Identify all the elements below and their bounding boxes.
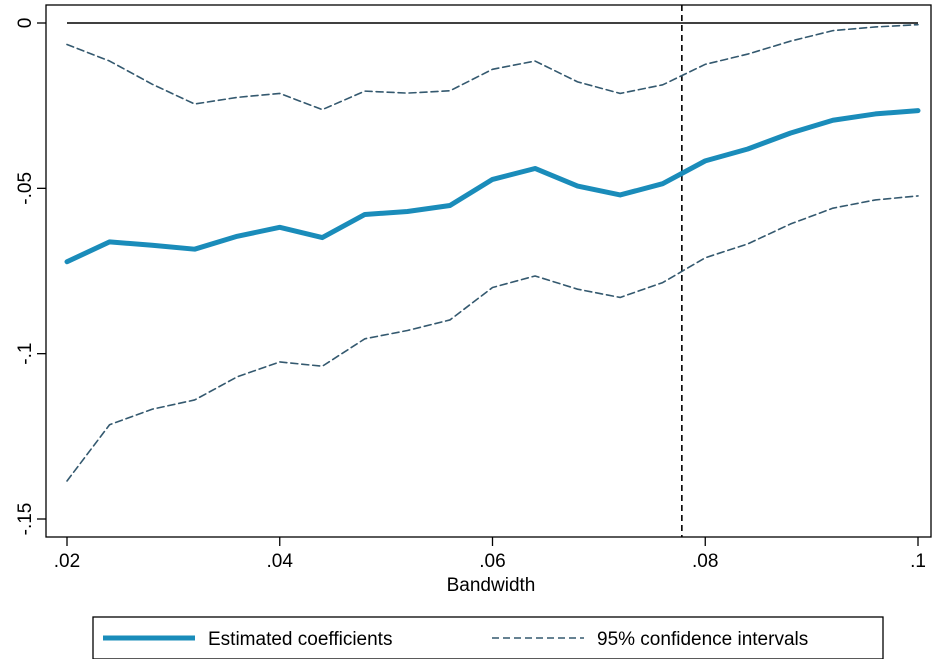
series-ci-lower <box>66 195 919 482</box>
y-tick-label: 0 <box>15 18 36 29</box>
plot-frame <box>45 4 932 538</box>
legend-label-estimated-coefficients: Estimated coefficients <box>208 629 392 650</box>
legend: Estimated coefficients 95% confidence in… <box>92 616 884 659</box>
x-axis-title: Bandwidth <box>447 575 536 596</box>
y-tick-label: -.1 <box>15 343 36 365</box>
legend-frame <box>92 616 884 659</box>
x-tick-label: .06 <box>479 551 505 572</box>
x-tick-label: .02 <box>54 551 80 572</box>
x-axis: .02 .04 .06 .08 .1 <box>54 537 926 572</box>
x-tick-label: .04 <box>267 551 294 572</box>
series-ci-upper <box>66 23 919 111</box>
y-tick-label: -.05 <box>15 172 36 205</box>
y-axis: 0 -.05 -.1 -.15 <box>15 18 46 536</box>
series-estimated-coefficients <box>64 108 921 265</box>
x-tick-label: .08 <box>692 551 718 572</box>
y-tick-label: -.15 <box>15 503 36 536</box>
x-tick-label: .1 <box>910 551 926 572</box>
plot-content <box>64 5 921 537</box>
legend-label-confidence-intervals: 95% confidence intervals <box>597 629 808 650</box>
